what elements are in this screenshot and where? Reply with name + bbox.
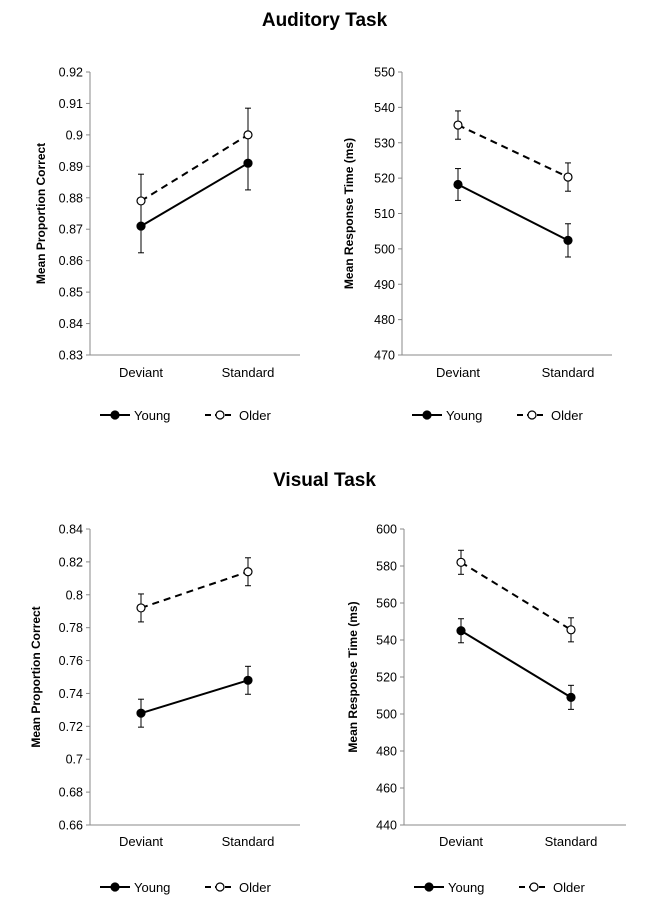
y-axis-label: Mean Response Time (ms) bbox=[342, 138, 356, 289]
y-tick-label: 510 bbox=[374, 207, 395, 221]
legend-label-young: Young bbox=[448, 880, 484, 895]
legend-label-young: Young bbox=[134, 408, 170, 423]
data-point-older bbox=[136, 603, 146, 613]
y-tick-label: 0.66 bbox=[59, 819, 83, 833]
legend-marker-young bbox=[110, 410, 120, 420]
y-tick-label: 0.74 bbox=[59, 687, 83, 701]
y-tick-label: 440 bbox=[376, 819, 397, 833]
y-tick-label: 580 bbox=[376, 560, 397, 574]
y-tick-label: 540 bbox=[374, 101, 395, 115]
y-tick-label: 500 bbox=[374, 242, 395, 256]
x-tick-label: Deviant bbox=[436, 365, 480, 380]
y-tick-label: 500 bbox=[376, 708, 397, 722]
legend-marker-young bbox=[110, 882, 120, 892]
data-point-older bbox=[453, 120, 463, 130]
legend-marker-older bbox=[215, 882, 225, 892]
y-tick-label: 0.88 bbox=[59, 191, 83, 205]
data-point-young bbox=[136, 708, 146, 718]
y-tick-label: 0.8 bbox=[66, 588, 83, 602]
y-tick-label: 0.82 bbox=[59, 555, 83, 569]
data-point-older bbox=[456, 557, 466, 567]
y-tick-label: 0.83 bbox=[59, 349, 83, 363]
y-tick-label: 480 bbox=[374, 313, 395, 327]
x-tick-label: Deviant bbox=[439, 834, 483, 849]
y-tick-label: 0.92 bbox=[59, 66, 83, 80]
y-tick-label: 520 bbox=[374, 172, 395, 186]
series-line-young bbox=[460, 629, 572, 699]
series-line-young bbox=[140, 679, 249, 715]
series-line-older bbox=[460, 561, 572, 631]
y-tick-label: 0.87 bbox=[59, 223, 83, 237]
y-tick-label: 490 bbox=[374, 278, 395, 292]
y-tick-label: 0.78 bbox=[59, 621, 83, 635]
x-tick-label: Standard bbox=[545, 834, 598, 849]
legend-label-older: Older bbox=[551, 408, 583, 423]
x-tick-label: Standard bbox=[222, 365, 275, 380]
legend-marker-older bbox=[215, 410, 225, 420]
legend-marker-older bbox=[529, 882, 539, 892]
legend-label-young: Young bbox=[134, 880, 170, 895]
y-tick-label: 0.84 bbox=[59, 317, 83, 331]
y-tick-label: 0.76 bbox=[59, 654, 83, 668]
y-tick-label: 0.86 bbox=[59, 254, 83, 268]
legend-label-older: Older bbox=[239, 408, 271, 423]
y-tick-label: 0.68 bbox=[59, 786, 83, 800]
data-point-older bbox=[136, 196, 146, 206]
series-line-older bbox=[140, 570, 249, 609]
y-tick-label: 540 bbox=[376, 634, 397, 648]
data-point-young bbox=[563, 235, 573, 245]
y-tick-label: 0.9 bbox=[66, 128, 83, 142]
legend-marker-young bbox=[422, 410, 432, 420]
y-tick-label: 480 bbox=[376, 745, 397, 759]
data-point-young bbox=[453, 179, 463, 190]
series-line-older bbox=[457, 124, 569, 178]
x-tick-label: Standard bbox=[542, 365, 595, 380]
y-tick-label: 0.84 bbox=[59, 523, 83, 537]
y-tick-label: 550 bbox=[374, 66, 395, 80]
x-tick-label: Deviant bbox=[119, 834, 163, 849]
data-point-young bbox=[243, 675, 253, 685]
y-tick-label: 0.91 bbox=[59, 97, 83, 111]
legend-label-young: Young bbox=[446, 408, 482, 423]
y-tick-label: 470 bbox=[374, 349, 395, 363]
data-point-older bbox=[243, 130, 253, 140]
y-tick-label: 0.89 bbox=[59, 160, 83, 174]
auditory-task-title: Auditory Task bbox=[261, 10, 388, 31]
y-axis-label: Mean Proportion Correct bbox=[34, 143, 48, 284]
y-tick-label: 0.85 bbox=[59, 286, 83, 300]
y-tick-label: 600 bbox=[376, 523, 397, 537]
y-tick-label: 560 bbox=[376, 597, 397, 611]
legend-marker-older bbox=[527, 410, 537, 420]
legend-label-older: Older bbox=[239, 880, 271, 895]
y-tick-label: 460 bbox=[376, 782, 397, 796]
data-point-young bbox=[566, 692, 576, 702]
data-point-older bbox=[566, 625, 576, 635]
visual-task-title: Visual Task bbox=[273, 470, 376, 491]
legend-marker-young bbox=[424, 882, 434, 892]
x-tick-label: Standard bbox=[222, 834, 275, 849]
data-point-young bbox=[456, 626, 466, 636]
y-axis-label: Mean Proportion Correct bbox=[29, 606, 43, 747]
data-point-older bbox=[243, 567, 253, 577]
series-line-older bbox=[140, 134, 249, 202]
x-tick-label: Deviant bbox=[119, 365, 163, 380]
series-line-young bbox=[457, 183, 569, 242]
y-axis-label: Mean Response Time (ms) bbox=[346, 601, 360, 752]
series-line-young bbox=[140, 162, 249, 227]
y-tick-label: 530 bbox=[374, 136, 395, 150]
y-tick-label: 0.72 bbox=[59, 720, 83, 734]
legend-label-older: Older bbox=[553, 880, 585, 895]
y-tick-label: 0.7 bbox=[66, 753, 83, 767]
y-tick-label: 520 bbox=[376, 671, 397, 685]
data-point-older bbox=[563, 172, 573, 182]
